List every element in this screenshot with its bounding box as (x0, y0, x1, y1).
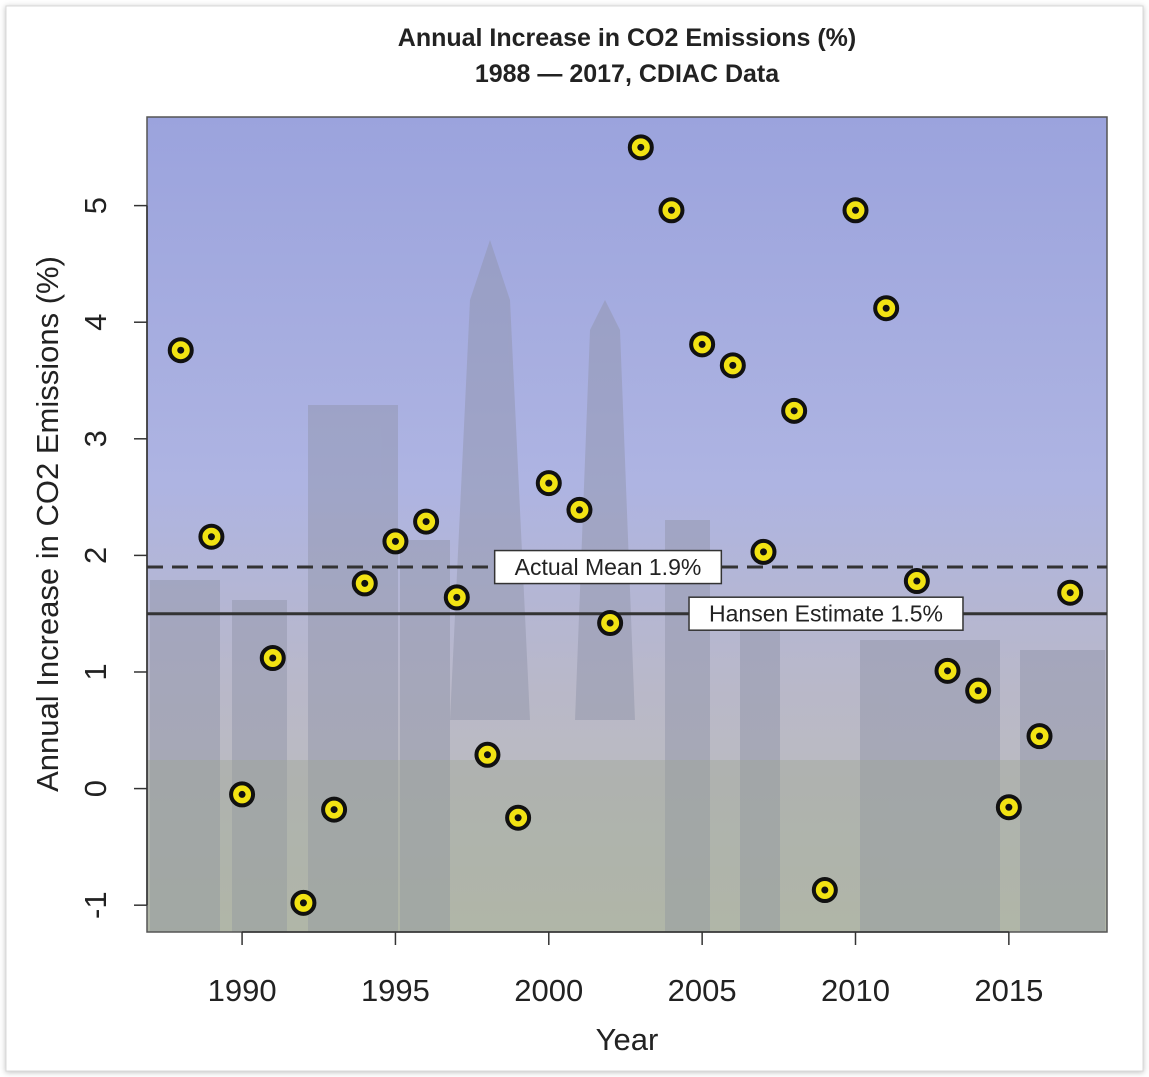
reference-label-text: Hansen Estimate 1.5% (709, 601, 943, 627)
x-tick-label: 2005 (668, 973, 737, 1008)
y-tick-label: 3 (78, 430, 113, 447)
point-center (575, 506, 583, 514)
point-center (330, 806, 338, 814)
point-center (207, 533, 215, 541)
point-center (606, 619, 614, 627)
point-center (453, 593, 461, 601)
point-center (177, 346, 185, 354)
point-center (1036, 732, 1044, 740)
data-point (321, 796, 348, 823)
reference-label-text: Actual Mean 1.9% (515, 554, 702, 580)
point-center (821, 886, 829, 894)
label-box (493, 549, 723, 585)
point-center (759, 548, 767, 556)
y-axis-title: Annual Increase in CO2 Emissions (%) (30, 256, 65, 792)
point-center (483, 751, 491, 759)
data-point (259, 645, 286, 672)
data-point (995, 794, 1022, 821)
y-tick-label: 0 (78, 780, 113, 797)
point-center (422, 518, 430, 526)
y-tick-label: 1 (78, 663, 113, 680)
data-point (198, 523, 225, 550)
data-point (167, 337, 194, 364)
point-center (545, 479, 553, 487)
data-point (934, 657, 961, 684)
point-center (974, 687, 982, 695)
data-point (382, 528, 409, 555)
data-point (903, 568, 930, 595)
data-point (1026, 723, 1053, 750)
x-axis-title: Year (596, 1022, 659, 1057)
y-tick-label: 4 (78, 314, 113, 331)
point-center (882, 304, 890, 312)
label-box (688, 596, 964, 631)
point-center (698, 340, 706, 348)
data-point (1057, 579, 1084, 606)
data-point (351, 570, 378, 597)
point-center (1066, 589, 1074, 597)
y-tick-label: -1 (78, 891, 113, 919)
x-tick-label: 2015 (974, 973, 1043, 1008)
point-center (391, 537, 399, 545)
data-point (229, 781, 256, 808)
reference-label: Actual Mean 1.9% (493, 549, 723, 585)
data-point (658, 197, 685, 224)
data-point (566, 496, 593, 523)
data-point (443, 584, 470, 611)
data-point (597, 610, 624, 637)
data-point (290, 889, 317, 916)
data-point (873, 295, 900, 322)
point-center (667, 206, 675, 214)
plot-background (147, 117, 1107, 932)
data-point (627, 134, 654, 161)
data-point (965, 677, 992, 704)
data-point (474, 741, 501, 768)
point-center (790, 407, 798, 415)
x-tick-label: 2000 (514, 973, 583, 1008)
point-center (299, 899, 307, 907)
point-center (913, 577, 921, 585)
data-point (750, 538, 777, 565)
point-center (361, 579, 369, 587)
data-point (505, 804, 532, 831)
point-center (944, 667, 952, 675)
x-tick-label: 2010 (821, 973, 890, 1008)
data-point (413, 508, 440, 535)
point-center (238, 790, 246, 798)
data-point (689, 331, 716, 358)
data-point (842, 197, 869, 224)
y-tick-label: 2 (78, 547, 113, 564)
chart-subtitle: 1988 — 2017, CDIAC Data (475, 60, 780, 88)
x-tick-label: 1990 (208, 973, 277, 1008)
reference-label: Hansen Estimate 1.5% (688, 596, 964, 631)
point-center (851, 206, 859, 214)
data-point (811, 877, 838, 904)
data-point (719, 352, 746, 379)
y-tick-label: 5 (78, 197, 113, 214)
point-center (637, 143, 645, 151)
x-tick-label: 1995 (361, 973, 430, 1008)
chart-title: Annual Increase in CO2 Emissions (%) (398, 24, 856, 52)
point-center (1005, 803, 1013, 811)
data-point (535, 470, 562, 497)
point-center (514, 814, 522, 822)
data-point (781, 397, 808, 424)
point-center (729, 361, 737, 369)
point-center (269, 654, 277, 662)
